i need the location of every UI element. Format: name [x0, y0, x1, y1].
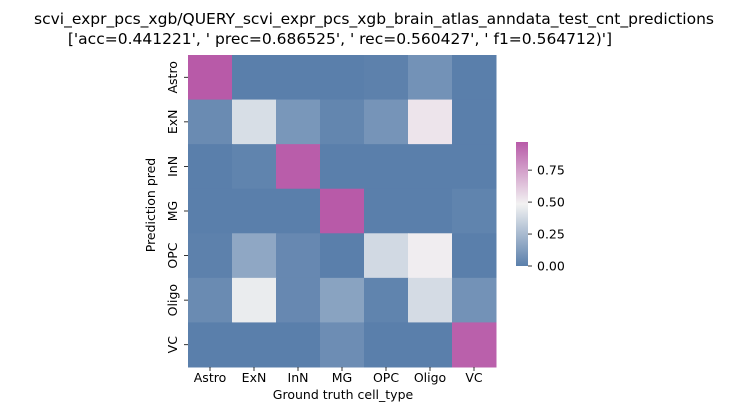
- heatmap-cell: [452, 144, 497, 190]
- y-tick-label: OPC: [165, 242, 180, 268]
- heatmap-cell: [276, 55, 321, 101]
- y-tick-label: Astro: [165, 61, 180, 93]
- heatmap-cell: [320, 55, 365, 101]
- heatmap-cell: [276, 144, 321, 190]
- colorbar-tick-label: 0.75: [537, 163, 565, 178]
- y-tick-label: Oligo: [165, 284, 180, 316]
- heatmap-cell: [276, 233, 321, 279]
- x-tick-label: Astro: [194, 370, 226, 385]
- heatmap-cell: [188, 322, 233, 368]
- heatmap-cell: [320, 233, 365, 279]
- heatmap-cell: [452, 322, 497, 368]
- heatmap-cell: [232, 55, 277, 101]
- x-tick-labels: Astro ExN InN MG OPC Oligo VC: [194, 367, 483, 385]
- heatmap-cell: [364, 55, 409, 101]
- heatmap-cell: [232, 233, 277, 279]
- heatmap-cell: [408, 233, 453, 279]
- heatmap-cell: [364, 99, 409, 145]
- heatmap-cell: [452, 99, 497, 145]
- y-axis-label: Prediction pred: [143, 158, 158, 253]
- heatmap-cells: [188, 55, 497, 368]
- heatmap-cell: [320, 144, 365, 190]
- y-tick-label: MG: [165, 201, 180, 221]
- heatmap-cell: [452, 55, 497, 101]
- colorbar-ticks: 0.00 0.25 0.50 0.75: [528, 163, 565, 274]
- y-tick-label: ExN: [165, 110, 180, 135]
- chart-subtitle: ['acc=0.441221', ' prec=0.686525', ' rec…: [68, 30, 612, 48]
- heatmap-cell: [188, 188, 233, 234]
- heatmap-cell: [364, 188, 409, 234]
- y-tick-label: InN: [165, 156, 180, 177]
- heatmap-cell: [320, 322, 365, 368]
- heatmap-cell: [452, 188, 497, 234]
- heatmap-cell: [276, 322, 321, 368]
- heatmap-cell: [320, 99, 365, 145]
- heatmap-cell: [364, 277, 409, 323]
- x-tick-label: ExN: [242, 370, 267, 385]
- heatmap-cell: [232, 277, 277, 323]
- heatmap-cell: [188, 277, 233, 323]
- y-tick-labels: Astro ExN InN MG OPC Oligo VC: [165, 61, 188, 353]
- heatmap-cell: [408, 99, 453, 145]
- heatmap-cell: [408, 144, 453, 190]
- heatmap-cell: [188, 144, 233, 190]
- chart-title: scvi_expr_pcs_xgb/QUERY_scvi_expr_pcs_xg…: [34, 10, 714, 29]
- heatmap-cell: [188, 233, 233, 279]
- y-tick-label: VC: [165, 336, 180, 354]
- x-tick-label: VC: [465, 370, 483, 385]
- colorbar-tick-label: 0.25: [537, 227, 565, 242]
- heatmap-cell: [276, 99, 321, 145]
- heatmap-cell: [452, 277, 497, 323]
- heatmap-cell: [452, 233, 497, 279]
- heatmap-cell: [408, 322, 453, 368]
- heatmap-cell: [320, 188, 365, 234]
- heatmap-cell: [232, 144, 277, 190]
- heatmap-cell: [232, 322, 277, 368]
- heatmap-cell: [364, 144, 409, 190]
- heatmap-cell: [276, 188, 321, 234]
- colorbar-tick-label: 0.00: [537, 259, 565, 274]
- x-axis-label: Ground truth cell_type: [273, 387, 414, 402]
- heatmap-cell: [364, 322, 409, 368]
- colorbar-tick-label: 0.50: [537, 195, 565, 210]
- x-tick-label: OPC: [373, 370, 399, 385]
- heatmap-cell: [276, 277, 321, 323]
- x-tick-label: MG: [332, 370, 352, 385]
- heatmap-cell: [320, 277, 365, 323]
- heatmap-cell: [408, 55, 453, 101]
- heatmap-cell: [232, 188, 277, 234]
- heatmap-cell: [188, 55, 233, 101]
- heatmap-cell: [364, 233, 409, 279]
- heatmap-cell: [408, 188, 453, 234]
- heatmap-cell: [408, 277, 453, 323]
- heatmap-cell: [232, 99, 277, 145]
- x-tick-label: InN: [288, 370, 309, 385]
- x-tick-label: Oligo: [414, 370, 446, 385]
- colorbar: 0.00 0.25 0.50 0.75: [516, 142, 565, 274]
- heatmap-cell: [188, 99, 233, 145]
- colorbar-gradient: [516, 142, 528, 266]
